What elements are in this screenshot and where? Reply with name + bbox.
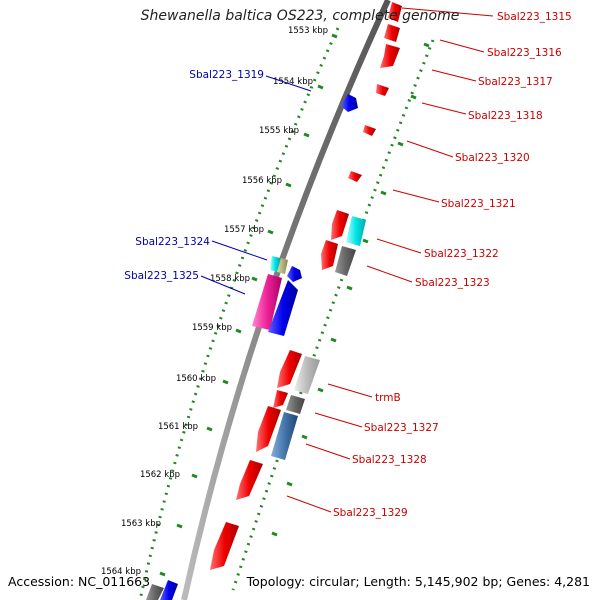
- tick-label: 1558 kbp: [210, 274, 250, 284]
- tick-label: 1561 kbp: [158, 422, 198, 432]
- gene-sbal223-1315[interactable]: [388, 2, 402, 22]
- gene-sbal223-1323[interactable]: [335, 246, 356, 276]
- gene-label[interactable]: Sbal223_1328: [352, 454, 427, 466]
- gene-labels-right: Sbal223_1315 Sbal223_1316 Sbal223_1317 S…: [333, 11, 572, 519]
- gene-label[interactable]: Sbal223_1316: [487, 47, 562, 59]
- tick-label: 1562 kbp: [140, 470, 180, 480]
- gene-sbal223-1327a[interactable]: [273, 390, 288, 408]
- gene-label[interactable]: trmB: [375, 392, 401, 404]
- gene-sbal223-1316[interactable]: [380, 44, 400, 68]
- gene-sbal223-1322[interactable]: [346, 216, 366, 246]
- gene-label[interactable]: Sbal223_1317: [478, 76, 553, 88]
- gene-sbal223-1316a[interactable]: [384, 24, 400, 42]
- gene-label[interactable]: Sbal223_1318: [468, 110, 543, 122]
- gene-label[interactable]: Sbal223_1321: [441, 198, 516, 210]
- gene-label[interactable]: Sbal223_1322: [424, 248, 499, 260]
- leader-lines-left: [200, 75, 312, 295]
- tick-label: 1553 kbp: [288, 26, 328, 36]
- gene-label[interactable]: Sbal223_1329: [333, 507, 408, 519]
- gene-trmb-a[interactable]: [277, 350, 302, 388]
- accession-label: Accession: NC_011663: [8, 574, 151, 589]
- gene-sbal223-1325a[interactable]: [287, 266, 302, 282]
- tick-label: 1557 kbp: [224, 225, 264, 235]
- gene-sbal223-1325[interactable]: [252, 274, 282, 330]
- gene-labels-left: Sbal223_1319 Sbal223_1324 Sbal223_1325: [124, 69, 264, 282]
- tick-marks-left: [159, 33, 338, 577]
- gene-label[interactable]: Sbal223_1323: [415, 277, 490, 289]
- gene-label[interactable]: Sbal223_1324: [135, 236, 210, 248]
- gene-label[interactable]: Sbal223_1325: [124, 270, 199, 282]
- gene-sbal223-1331b[interactable]: [146, 584, 164, 600]
- tick-label: 1554 kbp: [273, 77, 313, 87]
- tick-label: 1563 kbp: [121, 519, 161, 529]
- gene-sbal223-1331[interactable]: [160, 580, 178, 600]
- gene-sbal223-1329[interactable]: [236, 460, 263, 500]
- gene-sbal223-1327[interactable]: [286, 395, 305, 414]
- tick-ring-left: [138, 27, 340, 600]
- gene-sbal223-1317[interactable]: [376, 84, 389, 96]
- gene-sbal223-1320[interactable]: [348, 171, 362, 182]
- gene-sbal223-1323a[interactable]: [321, 240, 338, 270]
- gene-trmb[interactable]: [294, 356, 320, 394]
- gene-sbal223-1324b[interactable]: [277, 258, 288, 274]
- gene-label[interactable]: Sbal223_1315: [497, 11, 572, 23]
- leader-lines-right: [286, 7, 494, 513]
- tick-label: 1556 kbp: [242, 176, 282, 186]
- tick-label: 1560 kbp: [176, 374, 216, 384]
- gene-label[interactable]: Sbal223_1320: [455, 152, 530, 164]
- tick-labels: 1553 kbp 1554 kbp 1555 kbp 1556 kbp 1557…: [101, 26, 328, 577]
- map-title: Shewanella baltica OS223, complete genom…: [140, 8, 460, 24]
- gene-label[interactable]: Sbal223_1319: [189, 69, 264, 81]
- gene-sbal223-1326[interactable]: [268, 280, 298, 336]
- tick-label: 1555 kbp: [259, 126, 299, 136]
- reverse-genes: [146, 94, 358, 600]
- gene-label[interactable]: Sbal223_1327: [364, 422, 439, 434]
- forward-genes: [210, 2, 402, 570]
- gene-sbal223-1322a[interactable]: [331, 210, 349, 240]
- gene-sbal223-1328a[interactable]: [256, 406, 281, 452]
- topology-label: Topology: circular; Length: 5,145,902 bp…: [246, 574, 590, 589]
- gene-sbal223-1328[interactable]: [271, 412, 298, 460]
- tick-label: 1559 kbp: [192, 323, 232, 333]
- tick-marks-right: [271, 42, 430, 537]
- gene-sbal223-1324[interactable]: [270, 256, 280, 272]
- tick-label: 1564 kbp: [101, 567, 141, 577]
- gene-sbal223-1318[interactable]: [363, 125, 376, 136]
- gene-sbal223-1330[interactable]: [210, 522, 239, 570]
- gene-sbal223-1319[interactable]: [341, 94, 358, 112]
